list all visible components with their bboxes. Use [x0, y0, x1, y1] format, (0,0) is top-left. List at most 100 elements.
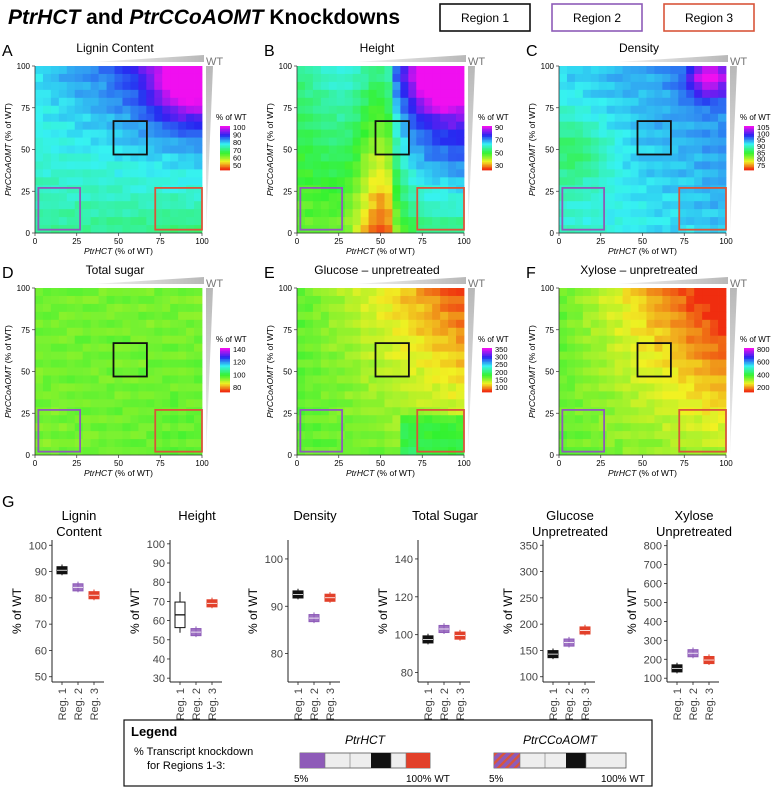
- heatmap-cell: [42, 129, 52, 138]
- heatmap-cell: [614, 288, 624, 297]
- heatmap-cell: [670, 145, 679, 154]
- colorbar-step: [220, 166, 230, 169]
- heatmap-cell: [630, 319, 639, 329]
- heatmap-cell: [194, 201, 203, 210]
- heatmap-cell: [35, 153, 44, 162]
- colorbar-step: [220, 360, 230, 363]
- heatmap-cell: [606, 343, 616, 353]
- heatmap-cell: [424, 217, 433, 226]
- heatmap-cell: [654, 327, 663, 337]
- heatmap-cell: [622, 415, 631, 424]
- heatmap-cell: [694, 105, 703, 115]
- colorbar-step: [220, 135, 230, 138]
- heatmap-cell: [662, 327, 671, 337]
- heatmap-cell: [566, 209, 576, 218]
- heatmap-cell: [106, 327, 115, 337]
- region-1-label: Region 1: [461, 11, 509, 25]
- heatmap-cell: [328, 217, 338, 226]
- heatmap-cell: [566, 407, 576, 416]
- heatmap-cell: [614, 97, 624, 107]
- heatmap-cell: [66, 415, 76, 424]
- heatmap-cell: [35, 89, 44, 99]
- heatmap-cell: [416, 209, 425, 218]
- heatmap-cell: [146, 439, 155, 448]
- heatmap-cell: [130, 66, 139, 75]
- heatmap-cell: [622, 303, 631, 313]
- heatmap-cell: [186, 439, 195, 448]
- heatmap-cell: [710, 319, 719, 329]
- heatmap-cell: [304, 145, 314, 154]
- heatmap-cell: [566, 351, 576, 360]
- heatmap-cell: [424, 193, 433, 202]
- heatmap-cell: [328, 129, 338, 138]
- heatmap-cell: [424, 185, 433, 194]
- heatmap-cell: [614, 415, 624, 424]
- heatmap-cell: [74, 129, 84, 138]
- heatmap-cell: [566, 113, 576, 123]
- heatmap-cell: [336, 311, 346, 321]
- heatmap-cell: [360, 359, 369, 368]
- heatmap-cell: [646, 288, 655, 297]
- heatmap-cell: [90, 288, 100, 297]
- heatmap-cell: [424, 137, 433, 146]
- heatmap-cell: [432, 137, 441, 146]
- heatmap-cell: [320, 375, 330, 384]
- heatmap-cell: [598, 415, 608, 424]
- heatmap-cell: [654, 359, 663, 368]
- heatmap-cell: [352, 113, 362, 123]
- heatmap-cell: [678, 81, 687, 91]
- heatmap-cell: [662, 391, 671, 400]
- colorbar-step: [744, 371, 754, 374]
- heatmap-cell: [408, 113, 417, 123]
- heatmap-cell: [50, 201, 60, 210]
- heatmap-cell: [440, 383, 449, 392]
- heatmap-cell: [598, 319, 608, 329]
- heatmap-cell: [320, 367, 330, 376]
- heatmap-cell: [582, 423, 592, 432]
- heatmap-cell: [559, 351, 568, 360]
- y-tick-label: 25: [545, 409, 554, 418]
- heatmap-cell: [392, 431, 401, 440]
- heatmap-cell: [686, 359, 695, 368]
- heatmap-cell: [98, 145, 107, 154]
- heatmap-cell: [614, 225, 624, 234]
- heatmap-cell: [566, 367, 576, 376]
- region-3-overlay: [678, 187, 727, 231]
- colorbar-step: [744, 154, 754, 157]
- heatmap-cell: [312, 185, 322, 194]
- heatmap-cell: [328, 201, 338, 210]
- heatmap-cell: [304, 319, 314, 329]
- heatmap-cell: [456, 161, 465, 170]
- heatmap-cell: [138, 407, 147, 416]
- heatmap-cell: [614, 105, 624, 115]
- heatmap-cell: [304, 153, 314, 162]
- heatmap-cell: [98, 327, 107, 337]
- heatmap-cell: [678, 193, 687, 202]
- heatmap-cell: [654, 177, 663, 186]
- heatmap-cell: [400, 217, 409, 226]
- heatmap-cell: [82, 201, 92, 210]
- heatmap-cell: [574, 351, 584, 360]
- heatmap-cell: [622, 383, 631, 392]
- heatmap-cell: [456, 431, 465, 440]
- heatmap-cell: [392, 73, 401, 83]
- heatmap-cell: [50, 113, 60, 123]
- heatmap-cell: [694, 391, 703, 400]
- heatmap-cell: [162, 73, 171, 83]
- heatmap-cell: [98, 89, 107, 99]
- heatmap-cell: [400, 399, 409, 408]
- heatmap-cell: [312, 169, 322, 178]
- heatmap-cell: [694, 73, 703, 83]
- heatmap-cell: [162, 375, 171, 384]
- x-tick-label: 50: [114, 459, 123, 468]
- heatmap-cell: [336, 121, 346, 131]
- y-tick-label: 150: [520, 645, 538, 657]
- heatmap-cell: [678, 423, 687, 432]
- heatmap-cell: [614, 391, 624, 400]
- heatmap-cell: [694, 121, 703, 131]
- heatmap-cell: [456, 177, 465, 186]
- heatmap-cell: [138, 129, 147, 138]
- heatmap-cell: [654, 439, 663, 448]
- heatmap-cell: [408, 439, 417, 448]
